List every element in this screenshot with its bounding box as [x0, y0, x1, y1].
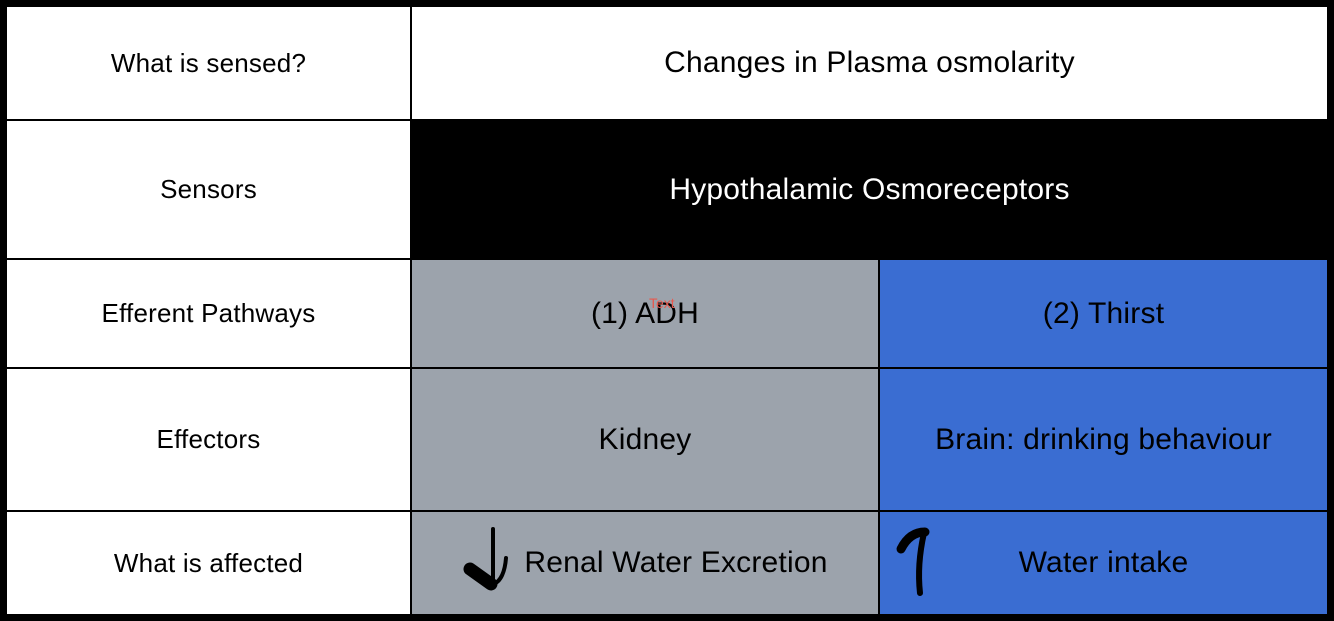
cell-text: Hypothalamic Osmoreceptors	[669, 172, 1070, 206]
up-arrow-icon	[896, 527, 930, 596]
row-header-effectors: Effectors	[7, 369, 410, 510]
cell-effector-brain: Brain: drinking behaviour	[880, 369, 1327, 510]
row-label: Efferent Pathways	[101, 298, 316, 328]
cell-affected-renal-water-excretion: Renal Water Excretion	[412, 512, 878, 614]
cell-pathway-adh: (1) ADH Text	[412, 260, 878, 367]
cell-pathway-thirst: (2) Thirst	[880, 260, 1327, 367]
row-label: What is sensed?	[110, 47, 307, 78]
row-header-what-is-sensed: What is sensed?	[7, 7, 410, 119]
cell-text: Water intake	[1018, 546, 1189, 579]
row-header-what-is-affected: What is affected	[7, 512, 410, 614]
cell-affected-water-intake: Water intake	[880, 512, 1327, 614]
row-header-sensors: Sensors	[7, 121, 410, 258]
cell-text: (1) ADH	[590, 296, 700, 330]
cell-text: Kidney	[598, 422, 692, 456]
affected-group: Renal Water Excretion	[462, 525, 827, 601]
cell-text: Brain: drinking behaviour	[935, 422, 1272, 456]
down-arrow-icon	[463, 527, 509, 591]
cell-text: Renal Water Excretion	[524, 546, 828, 579]
cell-sensors-value: Hypothalamic Osmoreceptors	[412, 121, 1327, 258]
cell-text: (2) Thirst	[1042, 296, 1165, 330]
row-label: What is affected	[113, 547, 304, 578]
cell-effector-kidney: Kidney	[412, 369, 878, 510]
row-label: Effectors	[156, 424, 261, 454]
row-label: Sensors	[160, 174, 257, 204]
cell-text: Changes in Plasma osmolarity	[664, 46, 1075, 79]
cell-what-is-sensed-value: Changes in Plasma osmolarity	[412, 7, 1327, 119]
row-header-efferent-pathways: Efferent Pathways	[7, 260, 410, 367]
